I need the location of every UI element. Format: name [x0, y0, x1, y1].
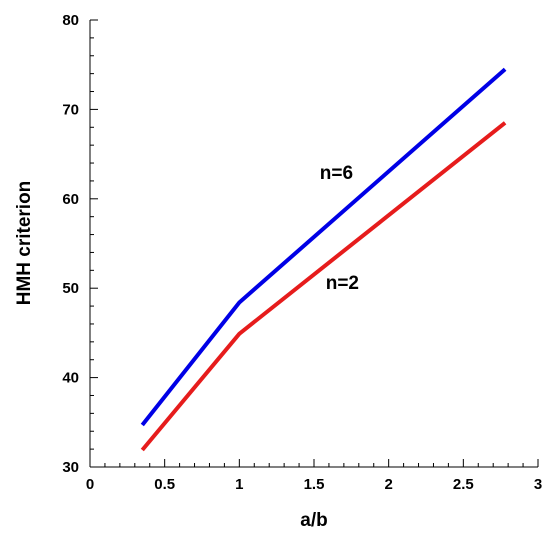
y-tick-label: 50 — [62, 280, 79, 297]
x-tick-label: 1 — [235, 476, 243, 493]
series-label-n-2: n=2 — [326, 273, 359, 294]
y-tick-label: 80 — [62, 12, 79, 29]
x-ticks: 0 0.5 1 1.5 2 2.5 3 — [86, 459, 542, 493]
x-tick-label: 2.5 — [453, 476, 474, 493]
x-tick-label: 1.5 — [304, 476, 325, 493]
x-axis-title: a/b — [300, 510, 327, 531]
series-lines — [140, 67, 507, 452]
series-line-n-6 — [140, 67, 507, 427]
series-label-n-6: n=6 — [320, 163, 353, 184]
y-axis-title: HMH criterion — [14, 181, 35, 306]
series-labels: n=6 n=2 — [320, 163, 359, 294]
y-tick-label: 30 — [62, 459, 79, 476]
y-tick-label: 40 — [62, 370, 79, 387]
x-tick-label: 0.5 — [154, 476, 175, 493]
y-tick-label: 60 — [62, 191, 79, 208]
y-tick-label: 70 — [62, 101, 79, 118]
y-ticks: 30 40 50 60 70 80 — [62, 12, 98, 476]
x-tick-label: 3 — [534, 476, 542, 493]
x-tick-label: 2 — [384, 476, 392, 493]
axes — [89, 20, 538, 468]
series-line-n-2 — [140, 121, 507, 452]
x-tick-label: 0 — [86, 476, 94, 493]
